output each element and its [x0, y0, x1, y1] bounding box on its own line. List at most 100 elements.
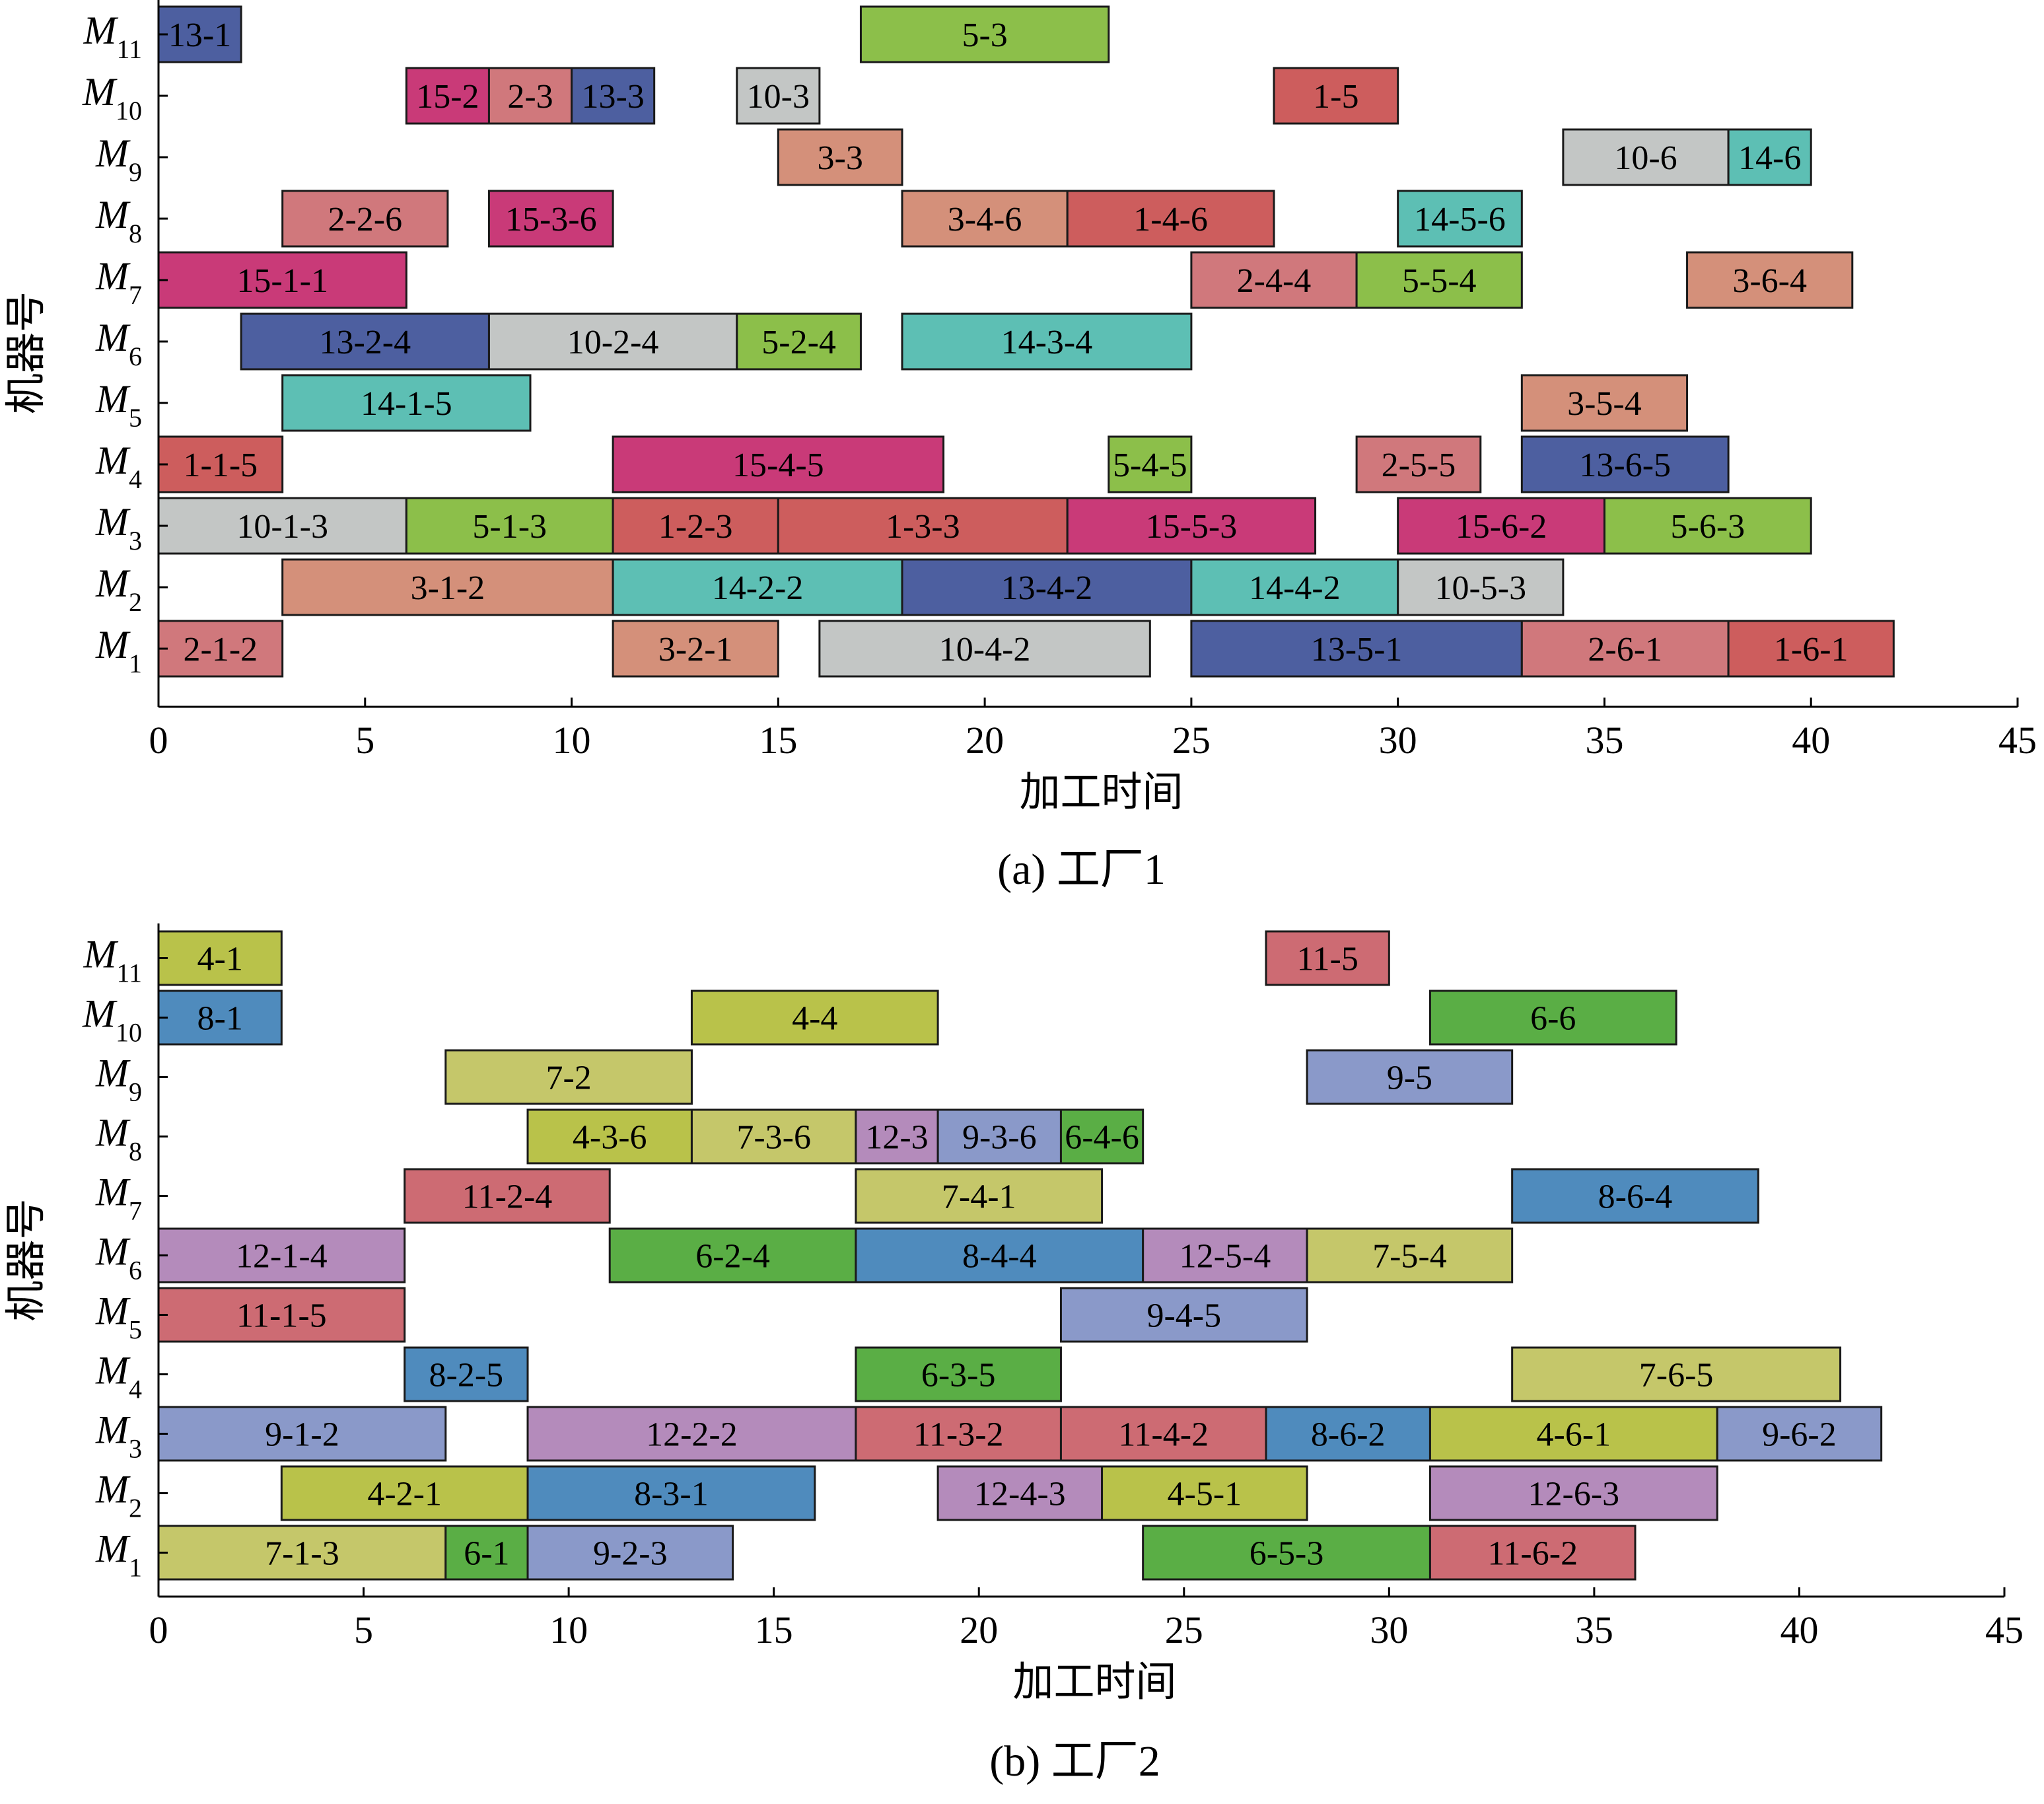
machine-label: M7 — [95, 254, 142, 310]
task-label: 8-6-2 — [1311, 1416, 1386, 1454]
task-label: 15-2 — [416, 78, 479, 116]
task-label: 3-6-4 — [1732, 262, 1807, 300]
machine-label: M6 — [95, 316, 142, 371]
task-label: 10-1-3 — [236, 508, 328, 546]
task-label: 4-4 — [792, 1000, 837, 1038]
task-bar — [612, 558, 903, 616]
task-label: 1-5 — [1313, 78, 1358, 116]
machine-letter: M — [95, 439, 131, 482]
machine-label: M2 — [95, 1468, 142, 1523]
machine-letter: M — [82, 70, 118, 114]
x-axis-title: 加工时间 — [1012, 1660, 1176, 1705]
task-label: 12-2-2 — [646, 1416, 738, 1454]
task-label: 5-6-3 — [1671, 508, 1745, 546]
task-label: 9-2-3 — [593, 1535, 668, 1573]
machine-letter: M — [95, 500, 131, 544]
task-label: 14-4-2 — [1249, 569, 1341, 607]
machine-subscript: 11 — [116, 958, 142, 988]
machine-letter: M — [95, 623, 131, 667]
task-bar — [1059, 1108, 1145, 1165]
task-label: 8-4-4 — [962, 1238, 1037, 1276]
task-bar — [1306, 1227, 1514, 1283]
task-bar — [855, 1406, 1062, 1462]
task-bar — [157, 1287, 406, 1343]
task-bar — [1520, 435, 1730, 493]
task-label: 11-1-5 — [236, 1297, 327, 1335]
task-label: 1-2-3 — [658, 508, 733, 546]
task-bar — [157, 990, 283, 1046]
task-bar — [405, 67, 490, 125]
x-tick-label: 5 — [355, 719, 374, 762]
task-label: 10-5-3 — [1434, 569, 1526, 607]
machine-letter: M — [95, 316, 131, 359]
task-label: 7-4-1 — [942, 1178, 1016, 1216]
task-label: 6-4-6 — [1065, 1119, 1139, 1157]
machine-letter: M — [83, 933, 119, 976]
task-label: 4-6-1 — [1537, 1416, 1611, 1454]
machine-letter: M — [95, 1171, 131, 1214]
task-label: 5-4-5 — [1113, 447, 1187, 484]
machine-subscript: 7 — [129, 1196, 142, 1226]
task-bar — [1066, 497, 1317, 555]
task-label: 7-6-5 — [1639, 1357, 1714, 1394]
task-bar — [240, 312, 490, 371]
task-label: 2-5-5 — [1382, 447, 1456, 484]
task-label: 5-2-4 — [761, 324, 836, 361]
task-label: 4-5-1 — [1168, 1476, 1242, 1513]
task-bar — [281, 374, 532, 432]
task-bar — [1603, 497, 1812, 555]
machine-subscript: 3 — [129, 1434, 142, 1464]
task-bar — [855, 1168, 1104, 1224]
task-bar — [1727, 128, 1812, 186]
task-label: 14-6 — [1738, 139, 1801, 177]
x-tick-label: 10 — [549, 1608, 588, 1651]
task-label: 8-6-4 — [1598, 1178, 1673, 1216]
panel-caption: (b) 工厂2 — [989, 1737, 1160, 1786]
task-bar — [736, 67, 821, 125]
task-bar — [526, 1525, 734, 1581]
machine-subscript: 4 — [129, 1375, 142, 1404]
task-bar — [1686, 251, 1854, 309]
x-tick-label: 15 — [759, 719, 797, 762]
task-bar — [1066, 190, 1275, 248]
task-bar — [157, 497, 407, 555]
task-label: 11-6-2 — [1487, 1535, 1578, 1573]
task-bar — [612, 435, 945, 493]
machine-letter: M — [95, 131, 131, 175]
machine-label: M2 — [95, 561, 142, 617]
x-tick-label: 30 — [1379, 719, 1417, 762]
machine-label: M9 — [95, 1052, 142, 1107]
task-label: 15-1-1 — [236, 262, 328, 300]
machine-subscript: 11 — [116, 34, 142, 64]
machine-subscript: 10 — [116, 1018, 142, 1048]
task-bar — [281, 558, 614, 616]
machine-label: M1 — [95, 1527, 142, 1583]
x-tick-label: 40 — [1780, 1608, 1818, 1651]
machine-label: M8 — [95, 193, 142, 248]
task-label: 5-1-3 — [472, 508, 547, 546]
task-bar — [1142, 1227, 1308, 1283]
task-bar — [1059, 1287, 1308, 1343]
task-bar — [1511, 1168, 1759, 1224]
task-label: 8-3-1 — [634, 1476, 709, 1513]
y-axis-title: 机器号 — [4, 1198, 49, 1321]
task-bar — [1306, 1049, 1514, 1105]
x-tick-label: 45 — [1985, 1608, 2024, 1651]
task-bar — [571, 67, 656, 125]
task-label: 9-4-5 — [1146, 1297, 1221, 1335]
machine-label: M1 — [95, 623, 142, 678]
task-bar — [1397, 558, 1565, 616]
task-bar — [1190, 620, 1523, 678]
task-label: 9-1-2 — [265, 1416, 339, 1454]
task-label: 9-5 — [1387, 1060, 1432, 1097]
machine-letter: M — [95, 1111, 131, 1155]
panel-caption: (a) 工厂1 — [997, 846, 1166, 894]
x-tick-label: 0 — [149, 1608, 168, 1651]
task-bar — [690, 1108, 857, 1165]
machine-subscript: 6 — [129, 342, 142, 371]
task-bar — [736, 312, 862, 371]
task-label: 6-6 — [1530, 1000, 1576, 1038]
x-tick-label: 25 — [1172, 719, 1211, 762]
machine-subscript: 3 — [129, 526, 142, 556]
task-bar — [487, 190, 614, 248]
